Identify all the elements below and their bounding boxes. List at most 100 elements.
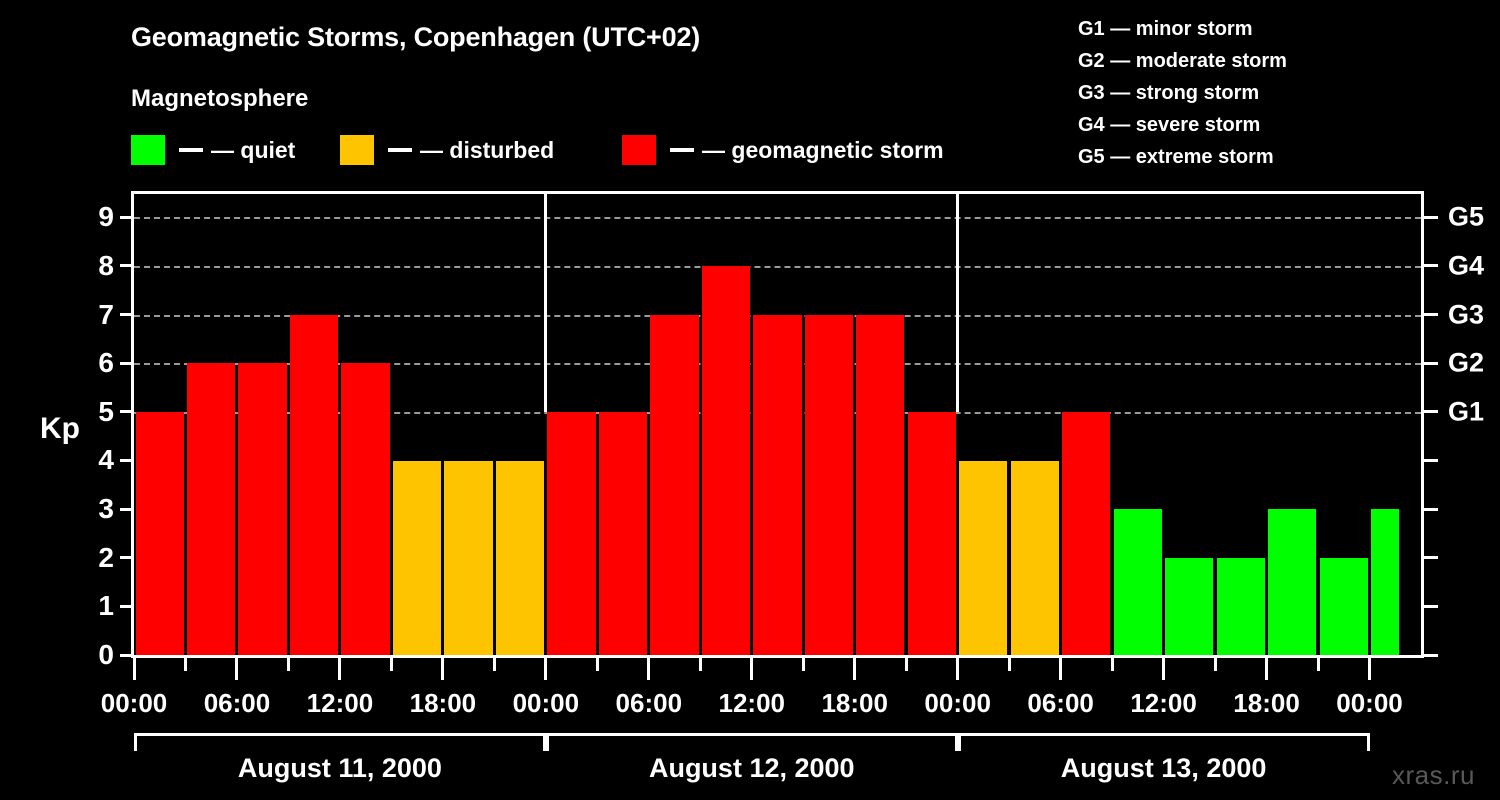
g-minor-tick [1424, 556, 1438, 560]
bar [701, 265, 751, 655]
x-tick-label: 06:00 [615, 688, 683, 718]
y-tick-mark [120, 604, 133, 608]
gscale-line-g5: G5 — extreme storm [1078, 146, 1274, 168]
day-bracket [545, 733, 958, 751]
x-tick-label: 12:00 [718, 688, 786, 718]
x-tick-mark [1059, 658, 1063, 680]
y-tick-mark [120, 556, 133, 560]
g-tick-label-g5: G5 [1448, 201, 1485, 232]
x-minor-tick [595, 658, 599, 671]
bar [238, 363, 287, 655]
x-minor-tick [492, 658, 496, 671]
gscale-line-g2: G2 — moderate storm [1078, 50, 1287, 72]
x-minor-tick [1316, 658, 1320, 671]
page-title: Geomagnetic Storms, Copenhagen (UTC+02) [131, 22, 701, 52]
x-minor-tick [183, 658, 187, 671]
g-tick-mark [1424, 313, 1438, 317]
g-tick-mark [1424, 410, 1438, 414]
x-minor-tick [286, 658, 290, 671]
x-tick-label: 12:00 [306, 688, 374, 718]
bar [1165, 557, 1214, 655]
day-label: August 13, 2000 [1060, 753, 1267, 783]
x-tick-label: 00:00 [512, 688, 580, 718]
bar [804, 314, 853, 655]
day-divider [956, 194, 960, 412]
y-tick-label: 6 [98, 347, 114, 379]
x-minor-tick [1007, 658, 1011, 671]
watermark: xras.ru [1392, 760, 1475, 790]
x-tick-label: 00:00 [1336, 688, 1403, 718]
bar [856, 314, 905, 655]
gscale-line-g1: G1 — minor storm [1078, 18, 1253, 40]
y-tick-mark [120, 653, 133, 657]
legend-item-disturbed: — disturbed [340, 133, 554, 167]
x-minor-tick [389, 658, 393, 671]
y-tick-mark [120, 313, 133, 317]
x-tick-label: 06:00 [203, 688, 271, 718]
legend-dash-icon [670, 148, 694, 152]
x-tick-mark [132, 658, 136, 680]
y-tick-mark [120, 361, 133, 365]
bar [650, 314, 699, 655]
gscale-description-list: G1 — minor storm G2 — moderate storm G3 … [1078, 13, 1287, 173]
x-minor-tick [904, 658, 908, 671]
bars-layer [134, 194, 1421, 655]
x-tick-label: 00:00 [100, 688, 168, 718]
x-tick-label: 18:00 [1233, 688, 1300, 718]
y-tick-mark [120, 410, 133, 414]
x-tick-label: 18:00 [821, 688, 888, 718]
x-tick-label: 06:00 [1027, 688, 1094, 718]
x-tick-mark [338, 658, 342, 680]
day-bracket [957, 733, 1370, 751]
x-tick-mark [544, 658, 548, 680]
y-tick-label: 9 [98, 201, 114, 233]
g-minor-tick [1424, 458, 1438, 462]
bar [753, 314, 802, 655]
gridline-kp-9 [134, 217, 1421, 220]
bar [1371, 509, 1400, 655]
x-tick-mark [1162, 658, 1166, 680]
x-tick-mark [235, 658, 239, 680]
day-bracket [134, 733, 546, 751]
bar [444, 460, 493, 655]
y-tick-label: 0 [98, 639, 114, 670]
legend-label-quiet: — quiet [211, 136, 296, 163]
bar [495, 460, 545, 655]
y-tick-label: 3 [98, 493, 114, 525]
bar [1113, 509, 1162, 655]
x-tick-mark [853, 658, 857, 680]
y-tick-label: 4 [98, 444, 114, 476]
gridline-kp-8 [134, 265, 1421, 268]
y-tick-mark [120, 264, 133, 268]
plot-area [131, 191, 1424, 658]
bar [547, 411, 596, 655]
y-tick-label: 2 [98, 541, 114, 573]
gscale-line-g4: G4 — severe storm [1078, 114, 1261, 136]
legend-swatch-storm [622, 135, 656, 165]
g-tick-mark [1424, 215, 1438, 219]
g-minor-tick [1424, 604, 1438, 608]
legend-swatch-disturbed [340, 135, 374, 165]
x-minor-tick [801, 658, 805, 671]
day-label: August 12, 2000 [648, 753, 855, 783]
y-axis-label: Kp [40, 412, 80, 445]
bar [598, 411, 648, 655]
bar [907, 411, 956, 655]
y-tick-label: 1 [98, 590, 114, 622]
g-tick-label-g4: G4 [1448, 250, 1485, 281]
bar [1216, 557, 1265, 655]
y-tick-label: 7 [98, 298, 114, 330]
g-minor-tick [1424, 507, 1438, 511]
bar [959, 460, 1008, 655]
gscale-line-g3: G3 — strong storm [1078, 82, 1260, 104]
bar [1319, 557, 1368, 655]
x-tick-label: 12:00 [1130, 688, 1197, 718]
bar [289, 314, 339, 655]
g-tick-label-g2: G2 [1448, 347, 1485, 378]
x-minor-tick [698, 658, 702, 671]
legend-item-quiet: — quiet [131, 133, 295, 167]
g-tick-mark [1424, 361, 1438, 365]
bar [392, 460, 442, 655]
legend-label-disturbed: — disturbed [420, 136, 555, 163]
